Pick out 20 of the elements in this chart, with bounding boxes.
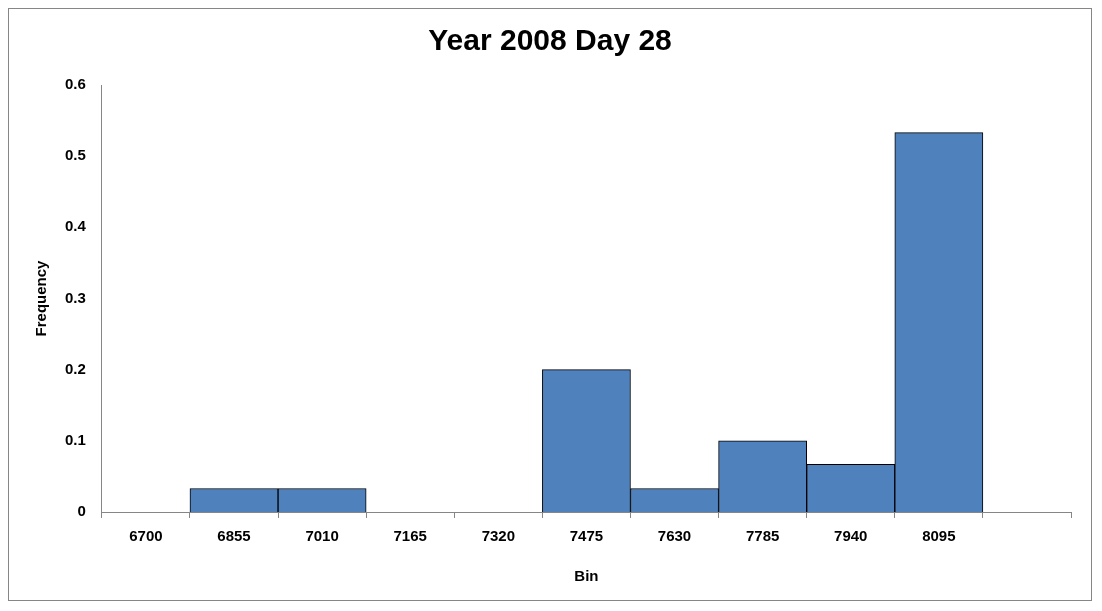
x-tick-label: 7785 — [745, 527, 780, 545]
y-tick-label: 0.4 — [64, 217, 87, 235]
x-axis-title: Bin — [574, 567, 599, 585]
x-tick-label: 6855 — [217, 527, 251, 545]
y-axis-title: Frequency — [32, 259, 50, 337]
x-tick-label: 6700 — [129, 527, 163, 545]
chart-title: Year 2008 Day 28 — [428, 23, 672, 57]
x-tick-label: 7320 — [481, 527, 516, 545]
y-tick-label: 0.1 — [64, 430, 86, 448]
x-tick-label: 7940 — [834, 527, 868, 545]
x-tick-label: 7010 — [305, 527, 339, 545]
x-tick-label: 7475 — [569, 527, 604, 545]
y-tick-label: 0.5 — [64, 146, 86, 164]
x-tick-label: 7630 — [657, 527, 692, 545]
y-tick-label: 0.2 — [64, 359, 86, 377]
x-tick-label: 7165 — [393, 527, 427, 545]
y-tick-label: 0.3 — [64, 288, 86, 306]
y-tick-label: 0 — [77, 502, 86, 520]
y-tick-label: 0.6 — [64, 75, 86, 93]
x-tick-label: 8095 — [922, 527, 956, 545]
